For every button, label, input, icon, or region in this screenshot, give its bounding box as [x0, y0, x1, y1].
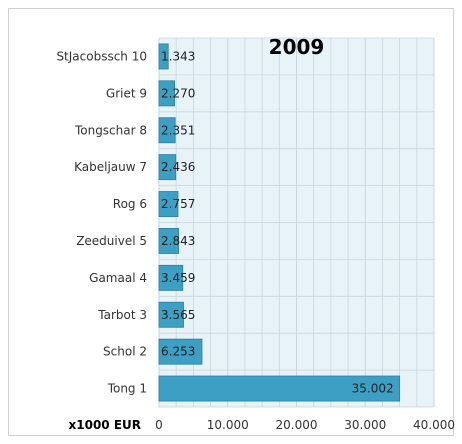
bar — [158, 43, 169, 70]
category-label: Rog 6 — [113, 197, 147, 211]
x-tick-label: 30.000 — [344, 418, 386, 432]
x-tick-label: 20.000 — [276, 418, 318, 432]
category-labels: Tong 1 Schol 2 Tarbot 3 Gamaal 4 Zeeduivel 5… — [56, 49, 147, 395]
category-label: StJacobssch 10 — [56, 49, 147, 63]
bar-value-label: 6.253 — [161, 345, 195, 359]
bar — [158, 228, 179, 254]
bar — [158, 338, 203, 365]
bar-value-label: 2.843 — [161, 234, 195, 248]
bar — [158, 191, 179, 217]
bar — [158, 80, 176, 107]
x-tick-labels: 0 10.000 20.000 30.000 40.000 — [155, 418, 455, 432]
x-axis-unit-label: x1000 EUR — [69, 418, 142, 432]
chart-title: 2009 — [269, 35, 325, 59]
bar-value-label: 2.436 — [161, 160, 195, 174]
x-tick-label: 40.000 — [413, 418, 455, 432]
x-tick-label: 0 — [155, 418, 163, 432]
bar — [158, 301, 184, 328]
category-label: Griet 9 — [106, 86, 147, 100]
category-label: Schol 2 — [103, 345, 147, 359]
category-label: Tongschar 8 — [74, 123, 147, 137]
gridlines — [158, 37, 435, 408]
category-label: Tarbot 3 — [97, 308, 147, 322]
x-tick-label: 10.000 — [207, 418, 249, 432]
category-label: Gamaal 4 — [89, 271, 147, 285]
category-label: Zeeduivel 5 — [76, 234, 147, 248]
bar-value-label: 3.459 — [161, 271, 195, 285]
bar — [158, 154, 177, 181]
bars: 35.002 6.253 3.565 3.459 2.843 2.757 2.436 2.35… — [158, 43, 401, 402]
category-label: Kabeljauw 7 — [74, 160, 147, 174]
bar — [158, 264, 184, 291]
category-label: Tong 1 — [107, 382, 147, 396]
bar-value-label: 2.757 — [161, 197, 195, 211]
bar-chart: 35.002 6.253 3.565 3.459 2.843 2.757 2.436 2.35… — [56, 35, 455, 432]
bar-value-label: 3.565 — [161, 308, 195, 322]
bar-value-label: 1.343 — [161, 49, 195, 63]
bar-value-label: 2.351 — [161, 123, 195, 137]
bar — [158, 117, 176, 144]
bar-value-label: 2.270 — [161, 86, 195, 100]
bar-value-label: 35.002 — [352, 382, 394, 396]
bar — [158, 375, 401, 402]
chart-frame: 35.002 6.253 3.565 3.459 2.843 2.757 2.436 2.35… — [8, 8, 455, 436]
